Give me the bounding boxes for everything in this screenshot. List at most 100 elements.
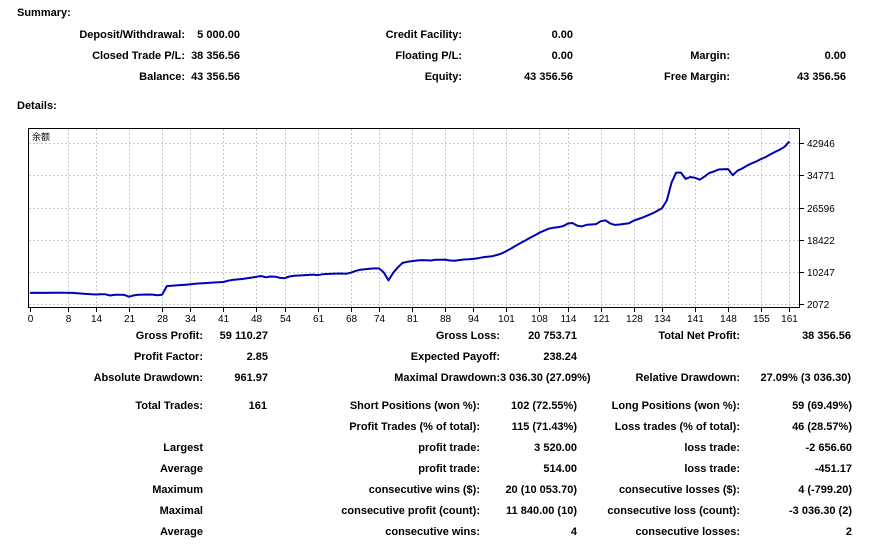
stat-label: Deposit/Withdrawal: [79,29,185,41]
stat-label: consecutive losses ($): [618,484,740,496]
trade-stats-table: Total Trades: 161 Short Positions (won %):… [0,396,852,543]
stat-value: 4 (-799.20) [798,484,852,496]
stat-label: Long Positions (won %): [611,400,740,412]
balance-chart: 2072 10247 18422 26596 34771 42946 0 8 14 21 28 34 4… [28,128,850,326]
stat-label: Maximum [152,484,203,496]
stat-label: Average [159,463,203,475]
x-axis-label: 141 [687,314,704,325]
details-heading: Details: [17,100,57,112]
x-axis-label: 21 [124,314,136,325]
x-axis-label: 108 [531,314,548,325]
stat-value: 46 (28.57%) [792,421,852,433]
stat-label: Closed Trade P/L: [92,50,185,62]
x-axis-label: 61 [313,314,325,325]
stat-label: Maximal [159,505,203,517]
stat-label: Expected Payoff: [410,351,500,363]
stat-value: 59 110.27 [219,330,268,342]
stat-label [573,25,730,46]
y-axis-label: 18422 [807,236,835,247]
x-axis-label: 128 [626,314,643,325]
stat-label: Relative Drawdown: [635,372,740,384]
stat-label: Gross Loss: [435,330,500,342]
x-axis-label: 34 [185,314,197,325]
x-axis-label: 94 [468,314,480,325]
x-axis-label: 101 [498,314,515,325]
x-axis-label: 41 [218,314,230,325]
summary-heading: Summary: [17,7,71,19]
stat-label: consecutive wins ($): [368,484,480,496]
stat-value: 27.09% (3 036.30) [760,372,851,384]
stat-value: 2.85 [246,351,268,363]
x-axis-label: 48 [251,314,263,325]
stat-label: Margin: [690,50,730,62]
y-axis-label: 26596 [807,204,835,215]
stat-value: -2 656.60 [805,442,852,454]
stat-value: 20 (10 053.70) [505,484,577,496]
x-axis-label: 134 [654,314,671,325]
stat-value: 43 356.56 [191,71,240,83]
x-axis-label: 8 [66,314,72,325]
stat-label: Loss trades (% of total): [614,421,740,433]
stat-label: Free Margin: [663,71,730,83]
chart-legend-label: 余额 [32,131,50,142]
x-axis-label: 54 [280,314,292,325]
x-axis-label: 14 [91,314,103,325]
stat-value [203,459,267,480]
y-axis-label: 34771 [807,171,835,182]
stat-label: loss trade: [684,442,740,454]
x-axis-label: 68 [346,314,358,325]
stat-label: Total Net Profit: [658,330,740,342]
stat-label: Largest [163,442,203,454]
stat-label: Short Positions (won %): [349,400,480,412]
stat-label: Average [159,526,203,538]
stat-label: consecutive loss (count): [607,505,740,517]
stat-value: 3 520.00 [534,442,577,454]
stat-label [0,417,203,438]
stat-value: 38 356.56 [191,50,240,62]
stat-label: Floating P/L: [395,50,462,62]
stat-value: 11 840.00 (10) [506,505,577,517]
stat-value: 161 [248,400,267,412]
stat-label: Maximal Drawdown: [394,372,500,384]
stat-label: Balance: [139,71,185,83]
stat-label: loss trade: [684,463,740,475]
x-axis-label: 148 [720,314,737,325]
balance-line [29,140,791,298]
y-axis-label: 2072 [807,300,830,311]
stat-label: profit trade: [418,442,480,454]
chart-border [28,128,800,308]
balance-chart-svg: 2072 10247 18422 26596 34771 42946 0 8 14 21 28 34 4… [28,128,835,325]
stat-value: 43 356.56 [524,71,573,83]
x-axis-label: 155 [753,314,770,325]
x-axis-label: 121 [593,314,610,325]
stat-value: 59 (69.49%) [792,400,852,412]
stat-value: 238.24 [543,351,577,363]
stat-label: Gross Profit: [135,330,203,342]
stat-value: 3 036.30 (27.09%) [500,372,591,384]
x-axis-label: 74 [374,314,386,325]
stat-value: 5 000.00 [197,29,240,41]
stat-label: Absolute Drawdown: [93,372,203,384]
stat-value: 20 753.71 [528,330,577,342]
stat-value: 0.00 [551,50,573,62]
stat-value: 43 356.56 [797,71,846,83]
stat-value [203,522,267,543]
details-table: Gross Profit: 59 110.27 Gross Loss: 20 753.… [0,326,851,389]
stat-value [203,501,267,522]
stat-label: Profit Trades (% of total): [349,421,480,433]
x-axis-label: 88 [440,314,452,325]
stat-value: 2 [845,526,852,538]
stat-label: consecutive losses: [635,526,740,538]
x-axis-label: 161 [781,314,798,325]
stat-value: 38 356.56 [802,330,851,342]
stat-label: Profit Factor: [133,351,203,363]
stat-label: profit trade: [418,463,480,475]
stat-value: 115 (71.43%) [511,421,577,433]
stat-label [577,347,740,368]
summary-table: Deposit/Withdrawal: 5 000.00 Credit Facili… [0,25,846,88]
stat-value [730,25,846,46]
x-axis-label: 114 [561,314,577,325]
stat-value: 0.00 [551,29,573,41]
stat-label: Credit Facility: [385,29,462,41]
